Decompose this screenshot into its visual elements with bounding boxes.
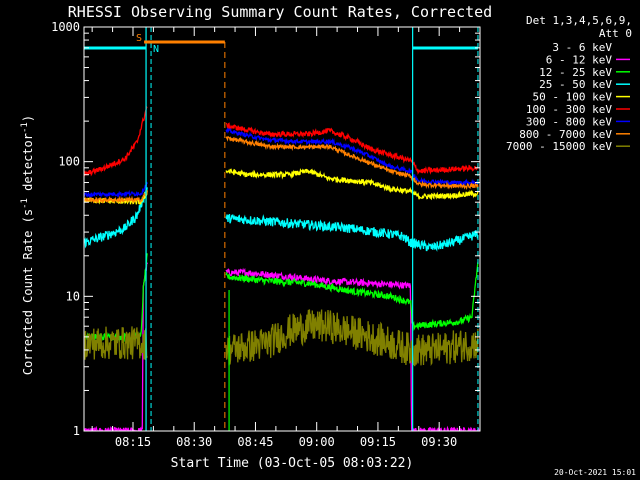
legend-header-line2: Att 0 [599, 27, 632, 40]
series-line-4-seg-1 [225, 168, 479, 201]
saa-label: S [136, 33, 142, 44]
legend-label: 7000 - 15000 keV [506, 140, 612, 153]
series-line-6-seg-1 [225, 127, 479, 187]
legend-label: 300 - 800 keV [526, 115, 612, 128]
legend-label: 800 - 7000 keV [519, 128, 612, 141]
y-axis-label-sup2: -1 [20, 122, 30, 133]
series-line-6-seg-0 [84, 181, 148, 199]
series-line-0-seg-1 [225, 343, 480, 431]
y-axis-label-part3: ) [21, 115, 35, 122]
series-line-8-seg-1 [225, 309, 479, 367]
chart-title: RHESSI Observing Summary Count Rates, Co… [68, 3, 492, 21]
series-line-3-seg-1 [225, 213, 479, 252]
y-axis-label-part2: detector [21, 133, 35, 198]
series-line-7-seg-1 [225, 135, 479, 190]
y-tick-label: 1 [73, 424, 80, 438]
x-tick-label: 09:30 [421, 435, 457, 449]
legend-label: 50 - 100 keV [533, 91, 613, 104]
plot-area: SN 1 10 100 1000 08:15 08:30 08:45 09:00 09:15 09:… [51, 20, 481, 449]
x-tick-label: 08:30 [176, 435, 212, 449]
plot-frame [83, 26, 481, 432]
x-tick-label: 08:45 [237, 435, 273, 449]
y-tick-label: 10 [66, 289, 80, 303]
x-tick-label: 09:15 [360, 435, 396, 449]
timestamp: 20-Oct-2021 15:01 [554, 468, 636, 477]
x-axis-label: Start Time (03-Oct-05 08:03:22) [171, 456, 414, 471]
series-line-5-seg-1 [225, 122, 479, 175]
legend-label: 100 - 300 keV [526, 103, 612, 116]
legend-label: 25 - 50 keV [539, 78, 612, 91]
series-line-7-seg-0 [84, 190, 148, 205]
x-tick-label: 09:00 [299, 435, 335, 449]
series-line-5-seg-0 [84, 105, 148, 177]
night-label: N [153, 44, 159, 55]
series-line-2-seg-1 [225, 262, 479, 332]
legend-header-line1: Det 1,3,4,5,6,9, [526, 14, 632, 27]
series-group [84, 105, 480, 431]
y-axis-label: Corrected Count Rate (s-1 detector-1) [20, 115, 35, 375]
x-tick-label: 08:15 [115, 435, 151, 449]
series-line-8-seg-0 [84, 326, 148, 360]
y-axis-label-part1: Corrected Count Rate (s [21, 209, 35, 375]
legend-label: 12 - 25 keV [539, 66, 612, 79]
series-line-3-seg-0 [84, 187, 148, 249]
y-axis-label-sup1: -1 [20, 198, 30, 209]
y-tick-label: 1000 [51, 20, 80, 34]
legend-label: 3 - 6 keV [552, 41, 612, 54]
legend-label: 6 - 12 keV [546, 53, 613, 66]
y-tick-label: 100 [58, 155, 80, 169]
